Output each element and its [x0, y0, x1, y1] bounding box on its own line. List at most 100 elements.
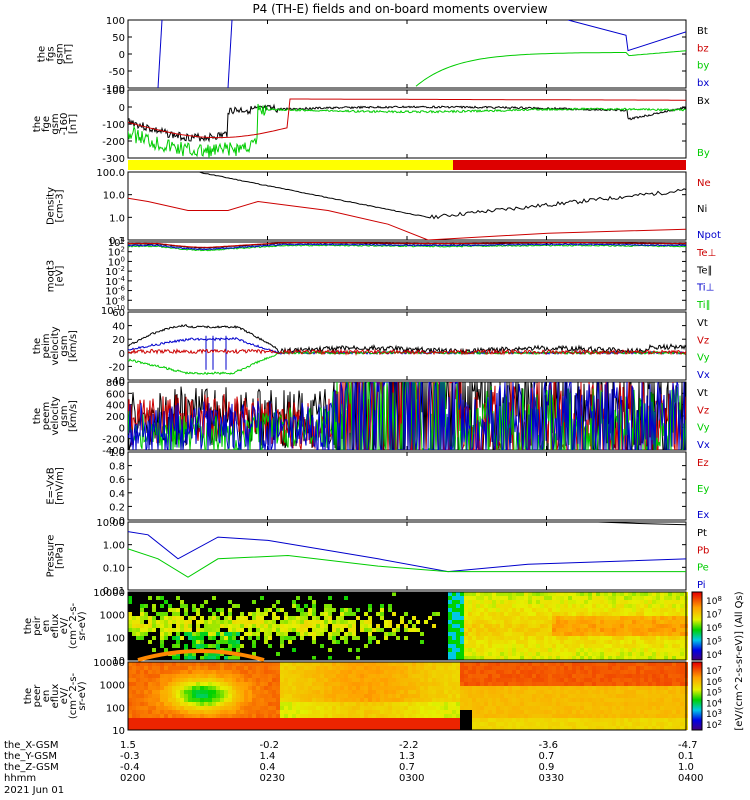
colorbar-peer: [691, 661, 703, 731]
legend-Pt: Pt: [697, 528, 707, 539]
y-tick-label: -50: [109, 67, 125, 78]
y-tick-label: 0.0: [109, 516, 125, 527]
legend-Ti⊥: Ti⊥: [696, 283, 714, 294]
y-tick-label: 10-2: [105, 265, 125, 278]
y-tick-label: 1000: [100, 611, 125, 622]
legend-Bt: Bt: [697, 26, 708, 37]
y-tick-label: -40: [109, 376, 125, 387]
x-axis-value: -4.7: [678, 740, 698, 751]
legend-bx: bx: [697, 78, 709, 89]
fge-bx-line: [128, 103, 686, 143]
x-axis-value: 0.4: [260, 762, 276, 773]
pressure-pt-line: [597, 521, 687, 526]
x-axis-value: -0.3: [120, 751, 140, 762]
y-axis-label: fge: [41, 116, 52, 132]
y-tick-label: 600: [106, 389, 125, 400]
x-axis-value: -0.2: [260, 740, 280, 751]
y-axis-label: [nPa]: [55, 543, 66, 569]
legend-Ni: Ni: [697, 204, 707, 215]
y-axis-label: Density: [46, 187, 57, 225]
y-tick-label: 60: [112, 308, 125, 319]
legend-By: By: [697, 148, 710, 159]
fgs-bx-line: [567, 20, 686, 52]
y-axis-label: the: [23, 618, 34, 634]
y-tick-label: 10-8: [105, 294, 125, 307]
colorbar-tick-label: 108: [706, 595, 722, 607]
x-axis-value: -3.6: [539, 740, 559, 751]
fgs-by-line: [415, 50, 686, 87]
x-axis-value: 0.9: [539, 762, 555, 773]
legend-Ti∥: Ti∥: [696, 300, 711, 311]
peer-dome-arc: [137, 649, 265, 662]
legend-Ey: Ey: [697, 484, 709, 495]
x-axis-value: 0200: [120, 773, 145, 784]
y-tick-label: 1.0: [109, 213, 125, 224]
legend-Vt: Vt: [697, 318, 708, 329]
y-tick-label: 10000: [93, 588, 125, 599]
y-tick-label: 40: [112, 322, 125, 333]
colorbar-tick-label: 105: [706, 636, 722, 648]
colorbar-tick-label: 102: [706, 719, 722, 731]
y-axis-label: moqt3: [46, 260, 57, 293]
y-axis-label: E=-VxB: [46, 467, 57, 504]
y-tick-label: -300: [102, 154, 125, 165]
panel-pressure: 10.00 1.00 0.10 0.01 Pressure[nPa] Pt Pb Pe Pi: [46, 518, 710, 597]
legend-Vy: Vy: [697, 353, 710, 364]
y-axis-label: the: [32, 116, 43, 132]
peim-vz-line: [128, 348, 686, 357]
peir-spectrogram: [127, 591, 688, 661]
y-tick-label: 0: [119, 349, 125, 360]
panel-frame: [127, 171, 687, 241]
y-tick-label: 10000: [93, 658, 125, 669]
y-axis-label: peir: [32, 615, 43, 635]
legend-Vx: Vx: [697, 440, 710, 451]
y-tick-label: -100: [102, 84, 125, 95]
y-axis-label: the: [32, 408, 43, 424]
colorbar-tick-label: 105: [706, 687, 722, 699]
panel-frame: [127, 19, 687, 89]
y-axis-label: eflux: [50, 614, 61, 639]
y-axis-label: (cm^2-s-: [68, 602, 79, 649]
y-axis-label: eV/: [59, 617, 70, 634]
y-tick-label: 100: [106, 86, 125, 97]
y-tick-label: 10: [112, 726, 125, 737]
panel-frame: [127, 241, 687, 311]
y-tick-label: 20: [112, 335, 125, 346]
x-axis-row-label: the_Y-GSM: [4, 751, 57, 762]
y-tick-label: 0.1: [109, 236, 125, 247]
fge-by-line: [128, 103, 686, 158]
legend-Vy: Vy: [697, 423, 710, 434]
y-axis-label: gsm: [59, 335, 70, 356]
fgs-bx-line: [157, 19, 163, 89]
y-axis-label: the: [32, 338, 43, 354]
legend-Te⊥: Te⊥: [696, 248, 716, 259]
y-axis-label: gsm: [59, 405, 70, 426]
legend-Bx: Bx: [697, 96, 710, 107]
legend-bz: bz: [697, 43, 709, 54]
y-tick-label: 50: [112, 33, 125, 44]
legend-Ne: Ne: [697, 178, 711, 189]
mode-bar-fast: [128, 160, 453, 170]
mode-bar-slow: [453, 160, 686, 170]
y-axis-label: [cm-3]: [55, 189, 66, 222]
y-axis-label: -160: [59, 113, 70, 136]
colorbar-tick-label: 107: [706, 609, 722, 621]
pressure-pi-line: [128, 531, 686, 573]
x-axis-value: 0400: [678, 773, 703, 784]
colorbar-tick-label: 107: [706, 665, 722, 677]
moqt3-ti-perp-line: [128, 243, 686, 251]
y-tick-label: 200: [106, 412, 125, 423]
y-axis-label: eflux: [50, 684, 61, 709]
x-axis-row-label: 2021 Jun 01: [4, 785, 64, 796]
y-tick-label: 1.00: [103, 541, 125, 552]
y-tick-label: 10: [112, 656, 125, 667]
peer-frame: [127, 661, 687, 731]
legend-Vz: Vz: [697, 405, 709, 416]
y-axis-label: the: [37, 46, 48, 62]
x-axis-row-label: the_X-GSM: [4, 740, 58, 751]
density-ni-line: [197, 172, 686, 220]
y-tick-label: -100: [102, 120, 125, 131]
y-tick-label: 0: [119, 103, 125, 114]
y-axis-label: peem: [41, 402, 52, 430]
